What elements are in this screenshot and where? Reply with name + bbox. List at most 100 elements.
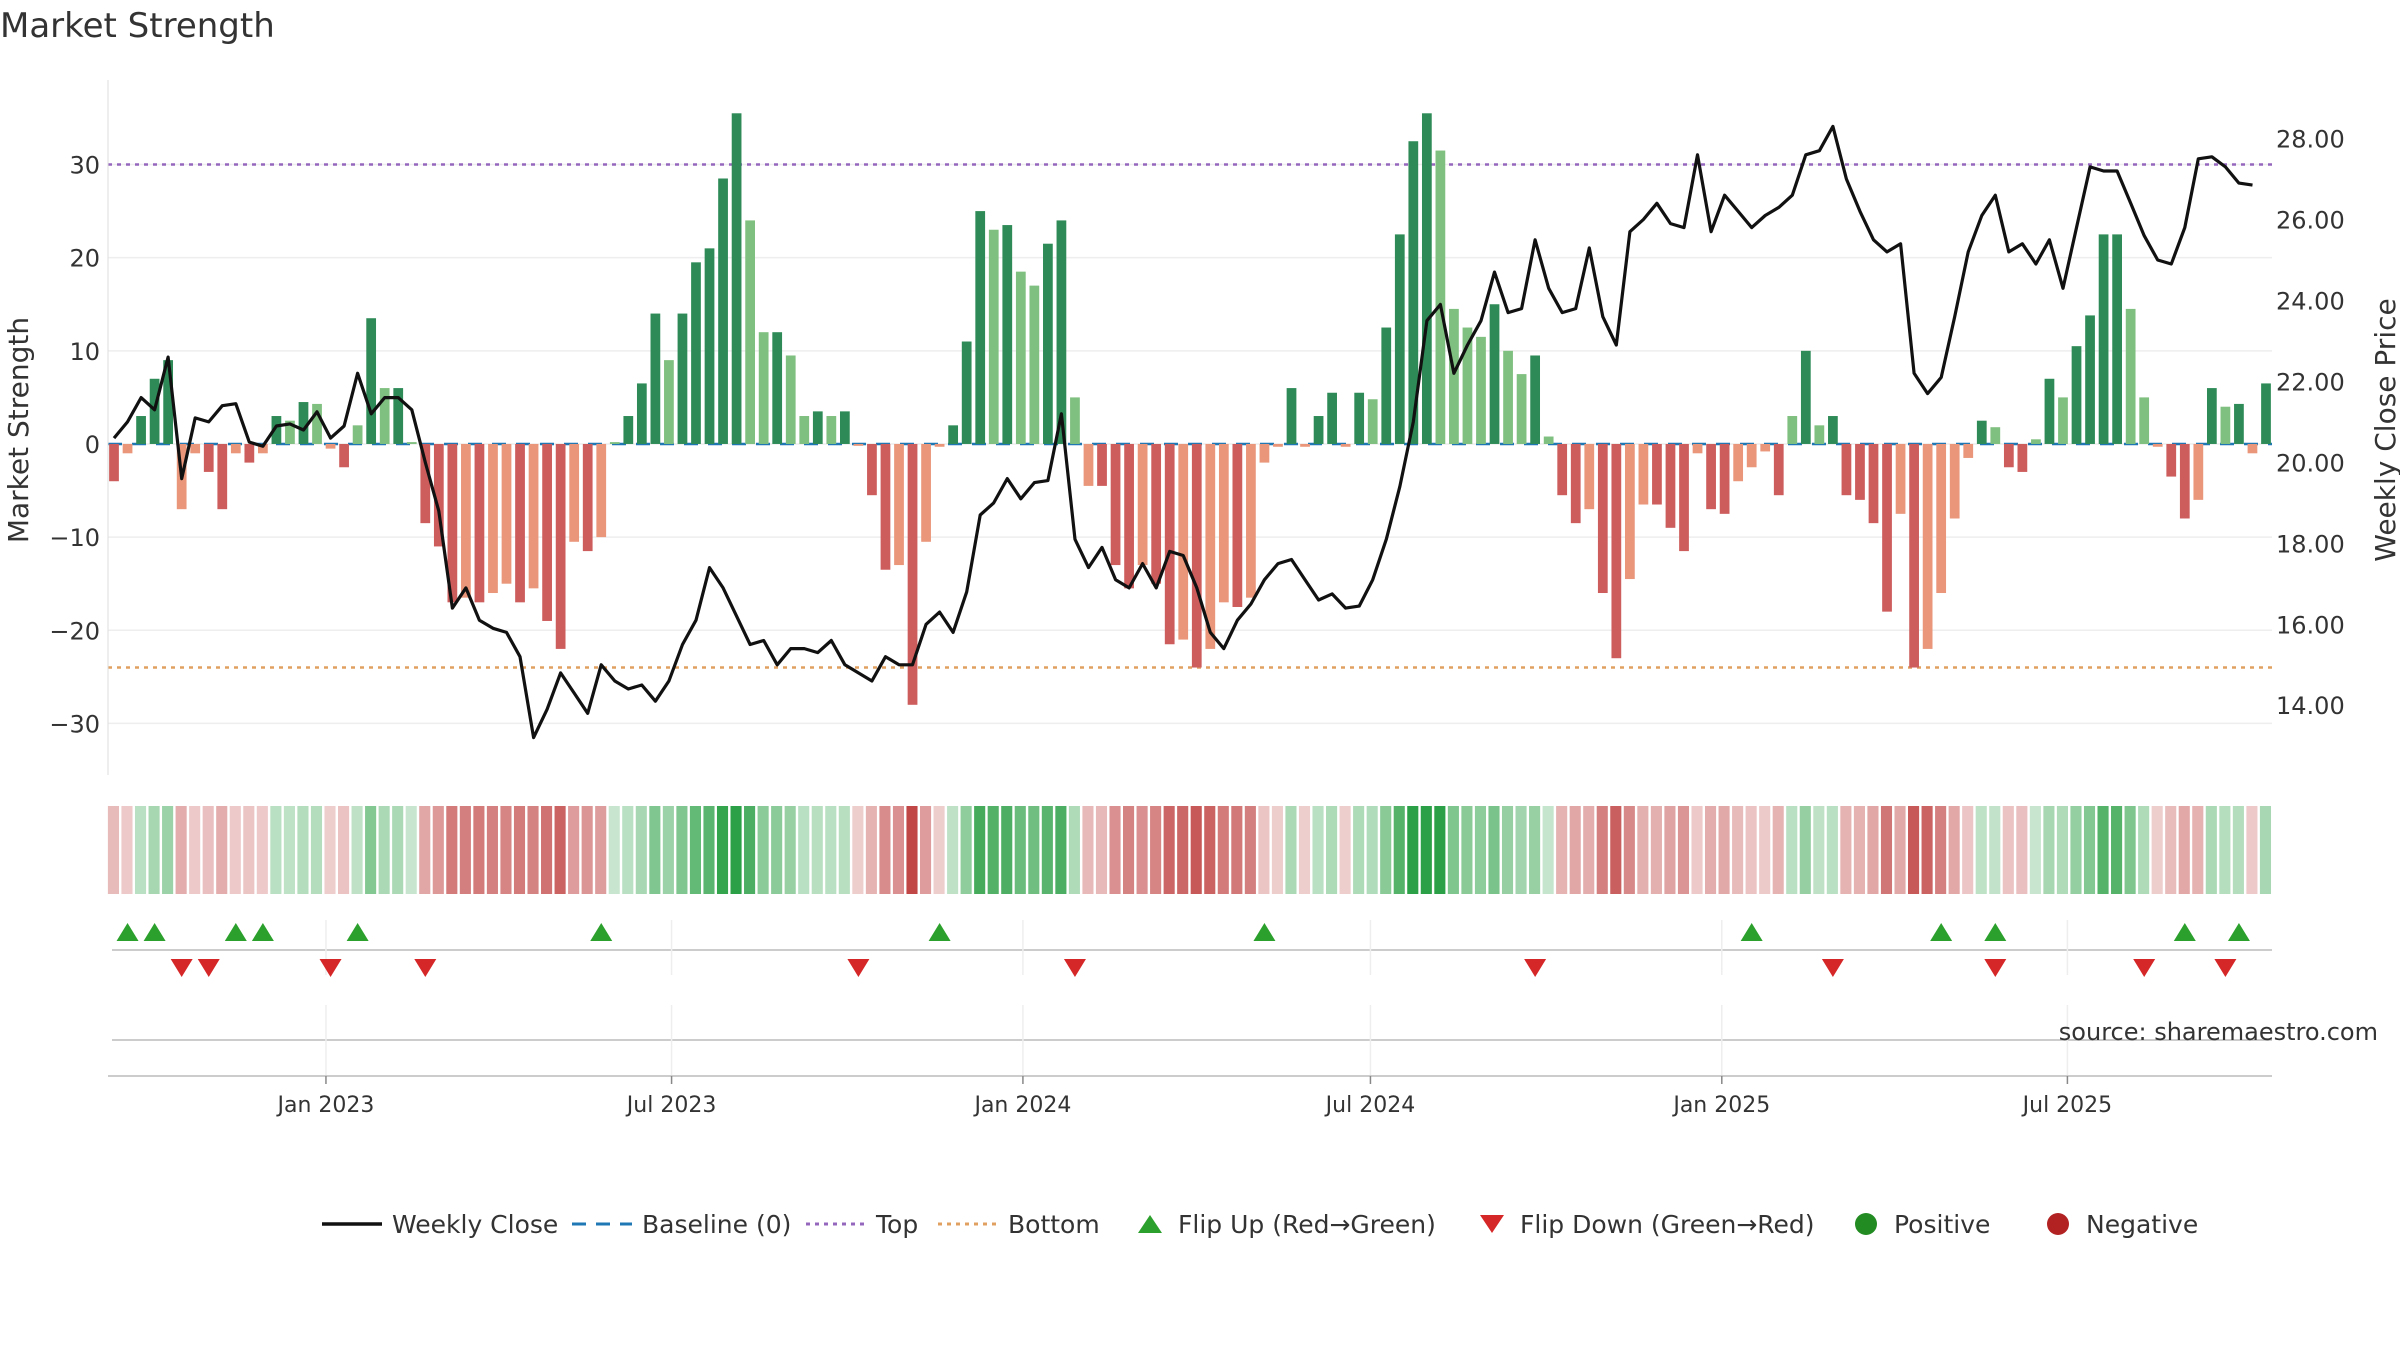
strength-bar [1733, 443, 1744, 482]
strength-bar [339, 443, 349, 468]
heat-cell [1488, 806, 1500, 894]
strength-bar [122, 443, 133, 454]
strength-bar [1625, 443, 1635, 580]
heat-cell [689, 806, 701, 894]
strength-bar [1124, 443, 1134, 589]
strength-bar [312, 403, 322, 444]
x-tick-label: Jan 2024 [972, 1093, 1071, 1118]
heat-cell [1447, 806, 1459, 894]
heat-cell [906, 806, 918, 894]
strength-bar [758, 332, 769, 444]
heat-cell [2192, 806, 2204, 894]
strength-bar [1476, 336, 1486, 444]
strength-bar [1665, 443, 1676, 528]
heat-cell [987, 806, 999, 894]
strength-bar [1029, 285, 1040, 444]
strength-bar [2206, 388, 2217, 444]
strength-bar [420, 443, 431, 524]
heat-cell [500, 806, 512, 894]
heat-cell [1041, 806, 1053, 894]
legend-label: Bottom [1008, 1210, 1100, 1239]
heat-cell [2056, 806, 2068, 894]
axes: 30 20 10 0 −10 −20 −30 28.00 26.00 24.00 22.00 20.0… [49, 80, 2345, 775]
y-tick-label-left: 20 [69, 245, 100, 273]
price-line-group [112, 124, 2253, 740]
strength-bar [1327, 392, 1337, 444]
heat-cell [2232, 806, 2244, 894]
strength-bar [447, 443, 458, 603]
y-axis-label-right: Weekly Close Price [2369, 298, 2400, 561]
heat-cell [1258, 806, 1270, 894]
strength-bar [677, 313, 688, 444]
strength-bar [596, 443, 607, 538]
strength-bar [2058, 397, 2068, 444]
strength-bar [1922, 443, 1933, 649]
strength-bar [1706, 443, 1716, 510]
reference-lines [108, 163, 2272, 669]
strength-bar [921, 443, 931, 542]
strength-bar [1164, 443, 1175, 645]
heat-cell [1826, 806, 1838, 894]
strength-bar [609, 442, 620, 444]
heat-cell [1461, 806, 1473, 894]
heat-cell [1623, 806, 1635, 894]
strength-bar [934, 443, 945, 447]
legend-swatch-flip-up [1138, 1215, 1162, 1233]
strength-bar [772, 332, 783, 444]
strength-bar [1841, 443, 1852, 496]
strength-bar [488, 443, 498, 594]
strength-bar [1043, 243, 1053, 444]
strength-bar [961, 341, 972, 444]
strength-bar [1246, 443, 1256, 598]
strength-bar [2125, 308, 2136, 444]
strength-bar [2247, 443, 2258, 454]
y-tick-label-right: 18.00 [2276, 530, 2345, 558]
heat-cell [1109, 806, 1121, 894]
heat-cell [486, 806, 498, 894]
heat-cell [1434, 806, 1446, 894]
strength-bar [1259, 443, 1270, 463]
heat-cell [121, 806, 133, 894]
strength-bar [298, 402, 309, 444]
heat-cell [419, 806, 431, 894]
heat-cell [947, 806, 959, 894]
legend-item: Baseline (0) [572, 1210, 791, 1239]
strength-bar [1638, 443, 1649, 505]
legend-label: Top [875, 1210, 918, 1239]
legend-label: Weekly Close [392, 1210, 558, 1239]
y-tick-label-right: 14.00 [2276, 692, 2345, 720]
flip-down-marker [197, 959, 220, 977]
heat-cell [892, 806, 905, 894]
strength-bar [1882, 443, 1892, 612]
strength-bar [1232, 443, 1243, 607]
strength-bar [2085, 315, 2095, 444]
heat-cell [1704, 806, 1717, 894]
heat-cell [1055, 806, 1067, 894]
flip-up-marker [928, 923, 951, 941]
heat-cell [2219, 806, 2231, 894]
strength-bar [2017, 443, 2028, 472]
strength-bar [2003, 443, 2014, 468]
strength-bar [1354, 392, 1365, 444]
strength-bar [907, 443, 918, 705]
strength-bar [1760, 443, 1771, 452]
heat-cell [270, 806, 282, 894]
strength-bar [623, 416, 634, 444]
strength-bar [731, 113, 742, 444]
strength-bar [2098, 234, 2109, 444]
strength-bar [1097, 443, 1107, 486]
flip-down-marker [414, 959, 437, 977]
legend-item: Positive [1855, 1210, 1990, 1239]
heat-cell [1407, 806, 1419, 894]
flip-up-marker [224, 923, 247, 941]
heat-cell [351, 806, 363, 894]
heat-cell [1718, 806, 1730, 894]
flip-markers [112, 920, 2272, 1075]
strength-bar [542, 443, 552, 621]
legend-swatch-negative [2047, 1213, 2069, 1235]
heat-cell [933, 806, 945, 894]
strength-bar [1936, 443, 1947, 594]
strength-bar [515, 443, 525, 603]
heat-cell [838, 806, 850, 894]
heat-cell [1028, 806, 1040, 894]
